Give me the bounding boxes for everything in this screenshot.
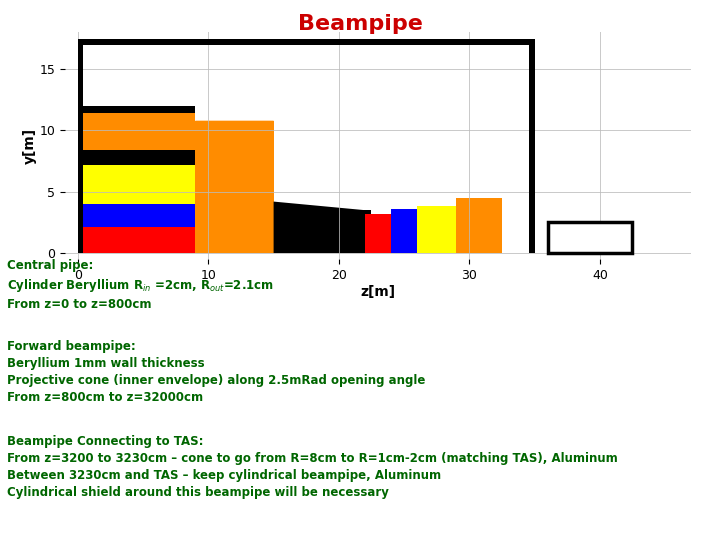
Bar <box>78 165 195 204</box>
Text: Central pipe:
Cylinder Beryllium R$_{in}$ =2cm, R$_{out}$=2.1cm
From z=0 to z=80: Central pipe: Cylinder Beryllium R$_{in}… <box>7 259 274 311</box>
Text: Beampipe Connecting to TAS:
From z=3200 to 3230cm – cone to go from R=8cm to R=1: Beampipe Connecting to TAS: From z=3200 … <box>7 435 618 499</box>
Bar <box>529 38 534 253</box>
Bar <box>78 38 83 253</box>
Y-axis label: y[m]: y[m] <box>22 128 37 164</box>
Text: Beampipe: Beampipe <box>297 14 423 33</box>
Bar <box>78 150 195 165</box>
Bar <box>417 206 456 253</box>
Bar <box>580 249 613 253</box>
Bar <box>78 106 195 113</box>
Bar <box>78 38 534 45</box>
Bar <box>548 222 632 253</box>
Polygon shape <box>274 201 365 253</box>
Bar <box>456 198 502 253</box>
Bar <box>78 113 195 150</box>
Bar <box>339 210 372 253</box>
Polygon shape <box>195 120 274 253</box>
Bar <box>195 120 274 253</box>
X-axis label: z[m]: z[m] <box>361 285 395 299</box>
Bar <box>391 209 417 253</box>
Bar <box>78 204 195 227</box>
Bar <box>78 227 195 253</box>
Bar <box>561 249 577 253</box>
Text: Forward beampipe:
Beryllium 1mm wall thickness
Projective cone (inner envelope) : Forward beampipe: Beryllium 1mm wall thi… <box>7 340 426 404</box>
Bar <box>365 214 391 253</box>
